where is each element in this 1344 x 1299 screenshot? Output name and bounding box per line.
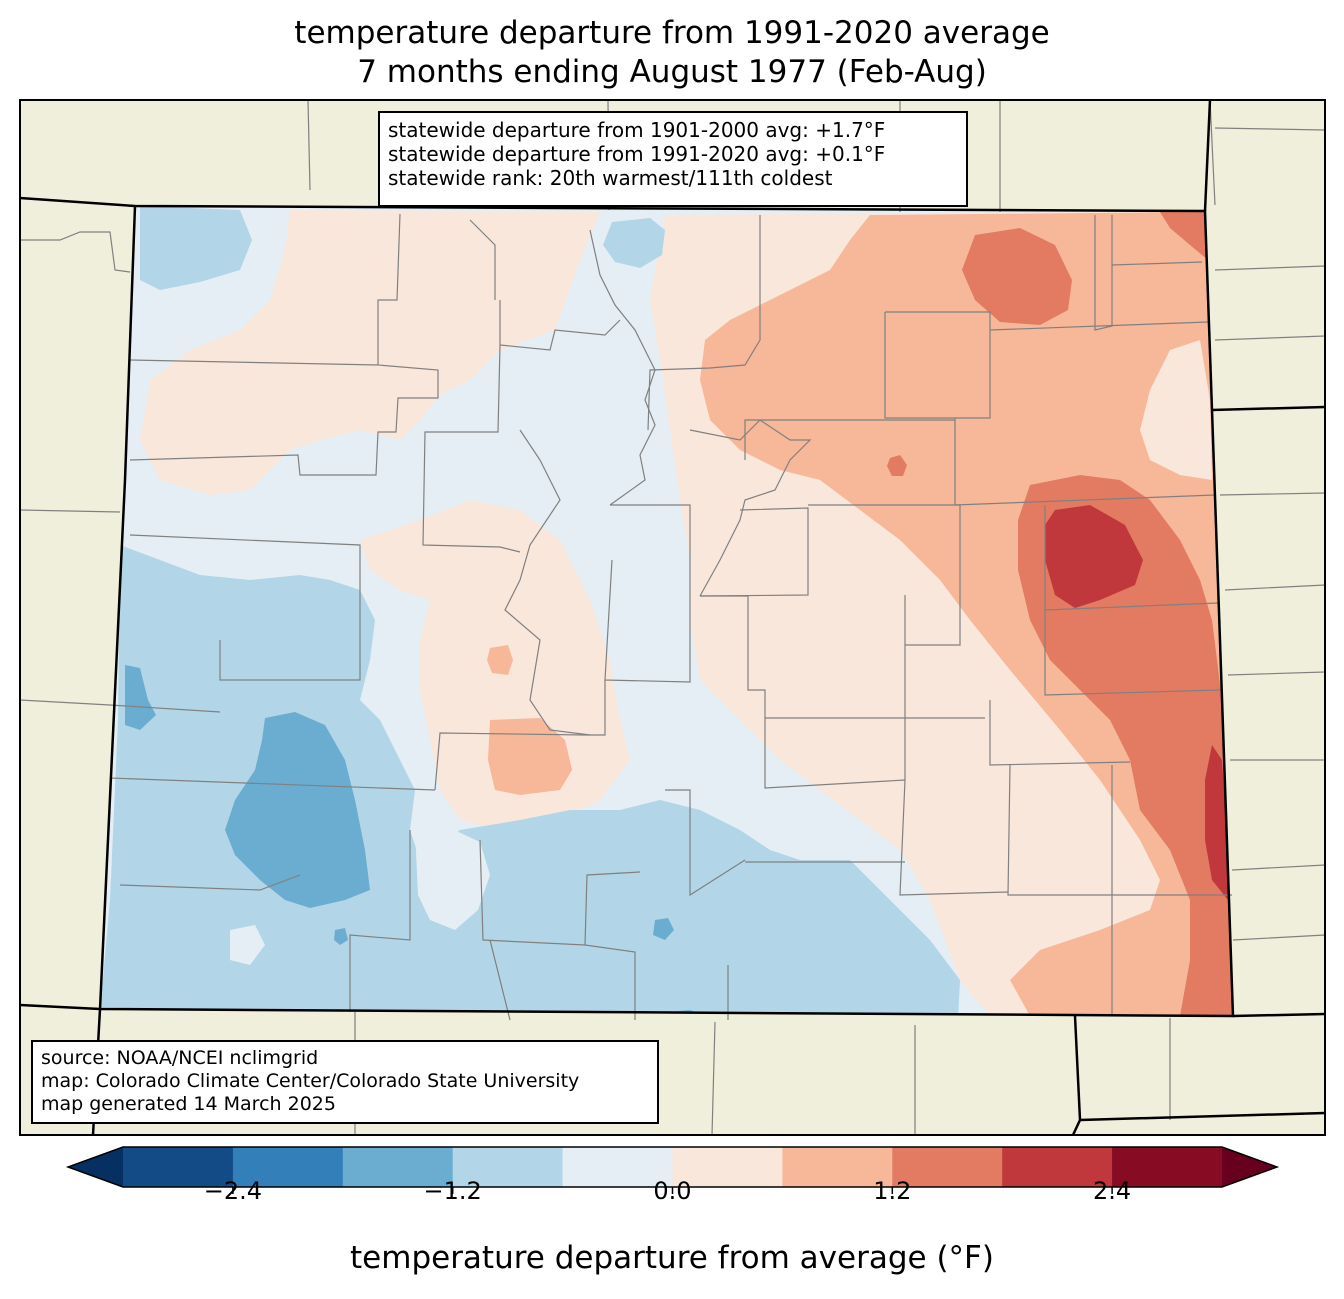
colorbar-extend-max [1222, 1147, 1277, 1187]
contour-0.6-1.2-south-central [488, 718, 572, 795]
colorbar-tick-label: 1.2 [873, 1177, 912, 1205]
colorbar-outline [65, 1146, 1280, 1188]
colorbar-tick-label: 2.4 [1093, 1177, 1132, 1205]
colorbar-segment [672, 1147, 783, 1187]
contour-neg1.2-neg1.8-small2 [334, 928, 348, 945]
colorbar-tick-label: −1.2 [423, 1177, 482, 1205]
colorbar-segment [452, 1147, 564, 1187]
contour-1.2-1.8-small [887, 455, 907, 476]
map-frame [19, 99, 1326, 1136]
contour-neg0.6-neg1.2-northwest [140, 206, 252, 290]
contour-0.0-0.6-north [140, 210, 600, 495]
contour-neg1.2-neg1.8-southwest [225, 712, 370, 908]
stats-line-1901-2000: statewide departure from 1901-2000 avg: … [388, 118, 886, 142]
colorbar-label: temperature departure from average (°F) [350, 1240, 994, 1276]
contour-neg0.6-neg1.2-north [603, 218, 665, 268]
colorbar-segment [782, 1147, 893, 1187]
contour-0.6-1.2-small [487, 645, 513, 675]
credits-map: map: Colorado Climate Center/Colorado St… [41, 1070, 580, 1092]
colorbar-segment [123, 1147, 234, 1187]
stats-line-1991-2020: statewide departure from 1991-2020 avg: … [388, 142, 886, 166]
colorbar-segment [232, 1147, 344, 1187]
contour-0.6-1.2-east [700, 212, 1233, 1016]
credits-box: source: NOAA/NCEI nclimgrid map: Colorad… [31, 1040, 659, 1124]
contour-neg0.6-neg1.2-core-clear [415, 828, 490, 930]
colorbar-segment [892, 1147, 1003, 1187]
map-title-line2: 7 months ending August 1977 (Feb-Aug) [357, 54, 987, 90]
departure-contours [100, 206, 1233, 1016]
colorbar-segment [1002, 1147, 1113, 1187]
colorbar-tick-label: 0.0 [653, 1177, 692, 1205]
contour-neg1.2-neg1.8-small1 [653, 918, 674, 940]
contour-neg1.2-neg1.8-west [125, 665, 156, 730]
contour-1.2-1.8-east-band [1018, 475, 1233, 1016]
colorbar [65, 1146, 1280, 1194]
county-lines [20, 100, 1325, 1135]
stats-line-rank: statewide rank: 20th warmest/111th colde… [388, 166, 833, 190]
contour-0.6-1.2-inner-east [1140, 340, 1212, 480]
contour-1.8-2.4-east-edge [1205, 745, 1230, 900]
colorbar-segment [342, 1147, 454, 1187]
credits-generated: map generated 14 March 2025 [41, 1093, 336, 1115]
colorbar-tick-label: −2.4 [203, 1177, 263, 1205]
contour-1.8-2.4-east-core [1045, 505, 1143, 608]
statewide-stats-box: statewide departure from 1901-2000 avg: … [378, 111, 968, 207]
map-title-line1: temperature departure from 1991-2020 ave… [294, 15, 1050, 51]
colorbar-segment [1112, 1147, 1223, 1187]
contour-1.2-1.8-northeast-corner [1160, 212, 1208, 260]
credits-source: source: NOAA/NCEI nclimgrid [41, 1047, 319, 1069]
colorbar-segment [562, 1147, 673, 1187]
contour-1.2-1.8-northeast [962, 228, 1072, 325]
colorbar-extend-min [68, 1147, 123, 1187]
contour-neg0.6-neg1.2-clear2 [230, 925, 265, 965]
